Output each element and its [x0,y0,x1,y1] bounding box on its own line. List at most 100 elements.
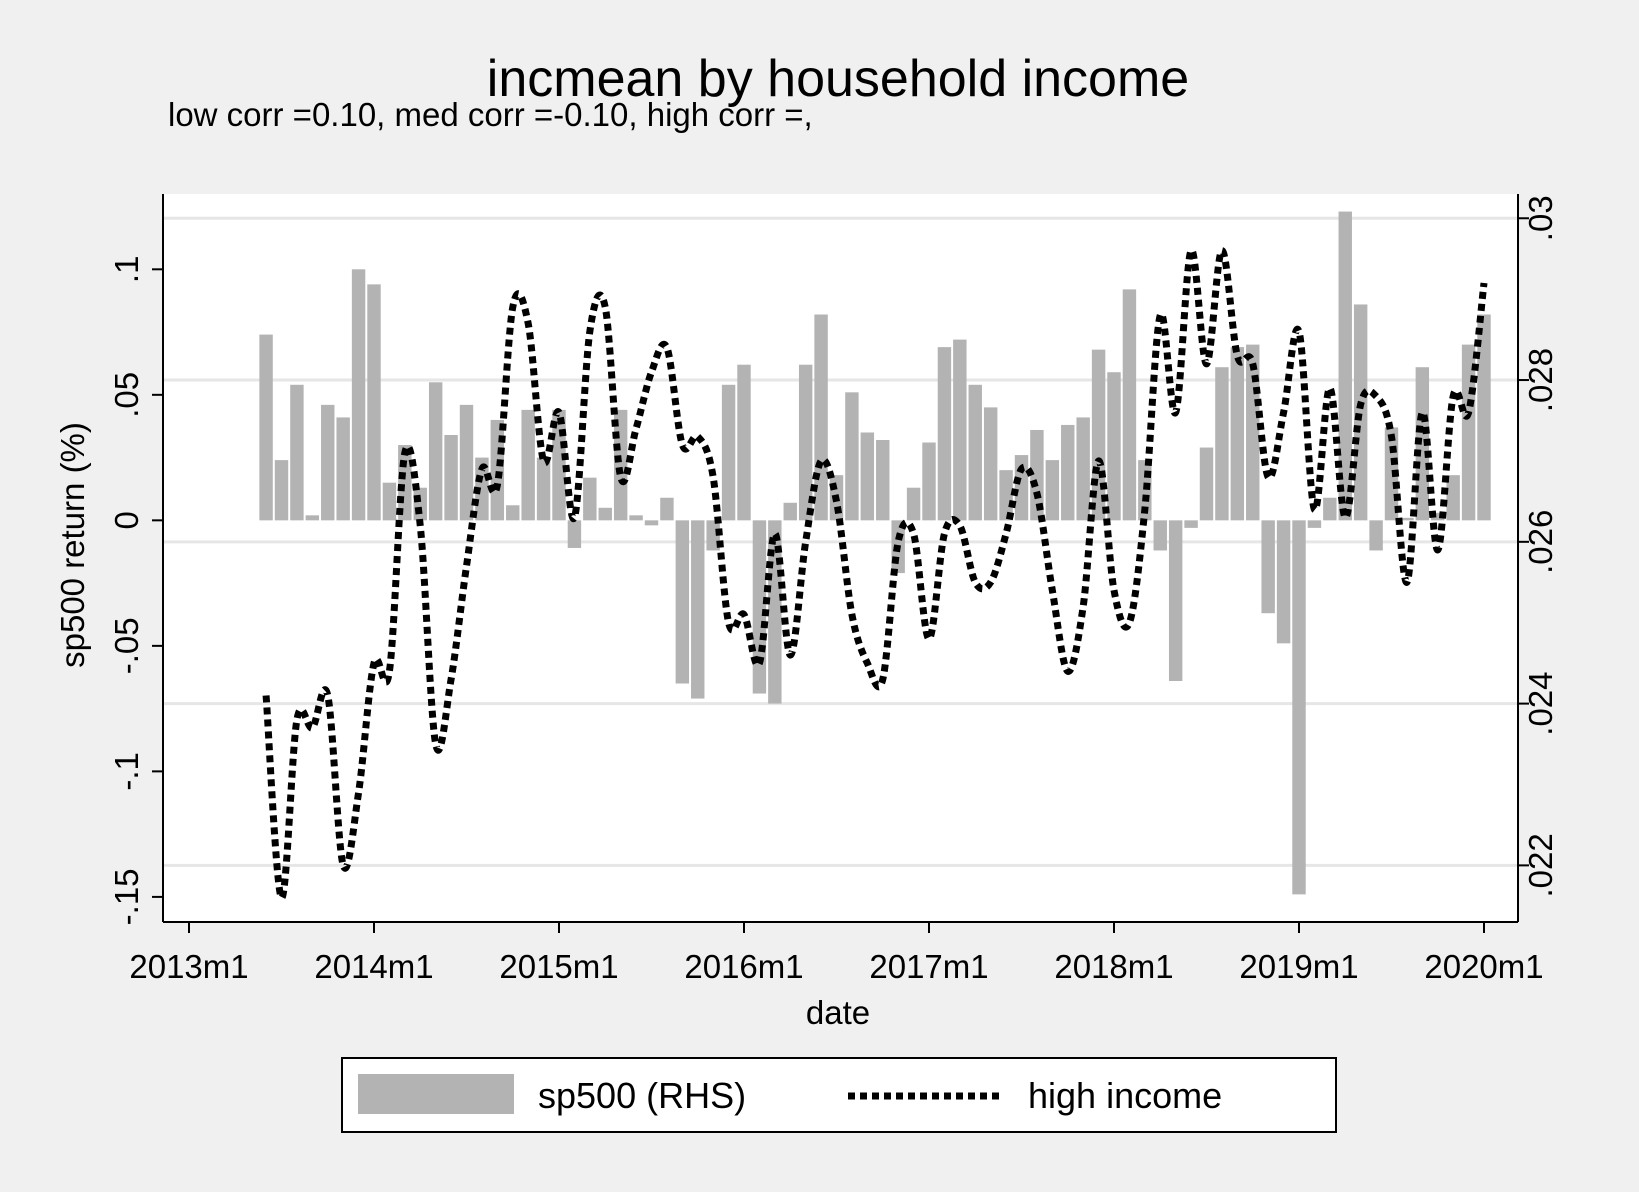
sp500-bar [1477,314,1491,521]
sp500-bar [860,432,875,521]
sp500-bar [583,477,597,521]
sp500-bar [1261,520,1275,614]
x-tick-label: 2017m1 [869,948,988,985]
sp500-bar [1045,460,1060,521]
sp500-bar [876,440,890,521]
legend-label-sp500: sp500 (RHS) [538,1075,746,1116]
sp500-bar [721,384,736,521]
sp500-bar [567,520,582,548]
right-tick-label: .028 [1522,348,1559,412]
sp500-bar [845,392,859,521]
sp500-bar [428,382,443,521]
sp500-bar [598,507,612,521]
sp500-bar [290,384,304,521]
sp500-bar [1276,520,1291,644]
sp500-bar [1292,520,1306,895]
sp500-bar [1168,520,1183,681]
plot-area [163,194,1518,922]
sp500-bar [644,520,659,526]
gridlines [163,216,1518,867]
left-tick-label: .1 [108,256,145,284]
right-axis-ticks: .022 .024 .026 .028 .03 [1518,195,1559,897]
sp500-bar [999,470,1013,521]
legend-label-high-income: high income [1028,1075,1222,1116]
sp500-bar [1230,347,1245,521]
sp500-bar [783,502,797,521]
sp500-bar [506,505,520,521]
sp500-bar [1400,517,1414,521]
sp500-bar [1246,344,1260,521]
sp500-bar [521,409,535,521]
sp500-bar [814,314,828,521]
right-tick-label: .022 [1522,833,1559,897]
high-income-line [262,247,1488,902]
x-tick-label: 2020m1 [1424,948,1543,985]
sp500-bar [937,347,952,521]
x-axis-ticks: 2013m1 2014m1 2015m1 2016m1 2017m1 2018m1 2019… [129,922,1544,985]
sp500-bar [490,419,505,521]
sp500-bar [691,520,705,699]
sp500-bar [1153,520,1167,551]
sp500-bar [321,404,335,521]
sp500-bar [752,520,767,694]
sp500-bar [983,407,998,521]
sp500-bar [1107,372,1121,521]
sp500-bar [1215,367,1229,521]
sp500-bar [953,339,967,521]
sp500-bar [475,457,489,521]
sp500-bar [675,520,690,684]
sp500-bar [906,487,921,521]
sp500-bar [1122,289,1137,521]
left-tick-label: -.1 [108,752,145,791]
x-tick-label: 2019m1 [1239,948,1358,985]
sp500-bar [629,515,643,521]
sp500-bar [1199,447,1214,521]
sp500-bar [1076,417,1090,521]
sp500-bar [1369,520,1383,551]
sp500-bar [1415,367,1430,521]
legend-swatch-sp500 [358,1074,514,1114]
sp500-bar [305,515,320,521]
sp500-bar [367,284,381,521]
sp500-bar [1061,424,1075,521]
legend: sp500 (RHS) high income [341,1057,1337,1133]
x-tick-label: 2013m1 [129,948,248,985]
sp500-bar [552,409,566,521]
x-tick-label: 2018m1 [1054,948,1173,985]
sp500-bar [1431,512,1445,521]
sp500-bar [737,364,751,521]
chart-title: incmean by household income [487,50,1189,108]
sp500-bar [1338,211,1352,521]
sp500-bar [1014,455,1029,521]
sp500-bar [1323,497,1337,521]
sp500-bar [459,404,474,521]
left-axis-ticks: -.15 -.1 -.05 0 .05 .1 [108,256,163,925]
sp500-bar [1184,520,1198,528]
sp500-bar [413,487,427,521]
x-axis-label: date [806,994,870,1031]
right-tick-label: .026 [1522,510,1559,574]
sp500-bar [968,384,982,521]
sp500-bar [382,482,397,521]
y-axis-label-left: sp500 return (%) [54,422,91,668]
left-tick-label: .05 [108,372,145,418]
sp500-bar [660,497,674,521]
sp500-bar [536,457,551,521]
sp500-bar [259,334,273,521]
sp500-bar [351,269,366,521]
x-tick-label: 2014m1 [314,948,433,985]
sp500-bar [274,460,289,521]
sp500-bar [336,417,350,521]
sp500-bar [1307,520,1322,528]
sp500-bar [922,442,936,521]
left-tick-label: -.05 [108,617,145,674]
x-tick-label: 2015m1 [499,948,618,985]
right-tick-label: .03 [1522,195,1559,241]
chart-subtitle: low corr =0.10, med corr =-0.10, high co… [168,96,813,133]
left-tick-label: -.15 [108,868,145,925]
right-tick-label: .024 [1522,671,1559,735]
sp500-bar [1446,475,1460,521]
sp500-bar [444,434,458,521]
left-tick-label: 0 [108,511,145,529]
